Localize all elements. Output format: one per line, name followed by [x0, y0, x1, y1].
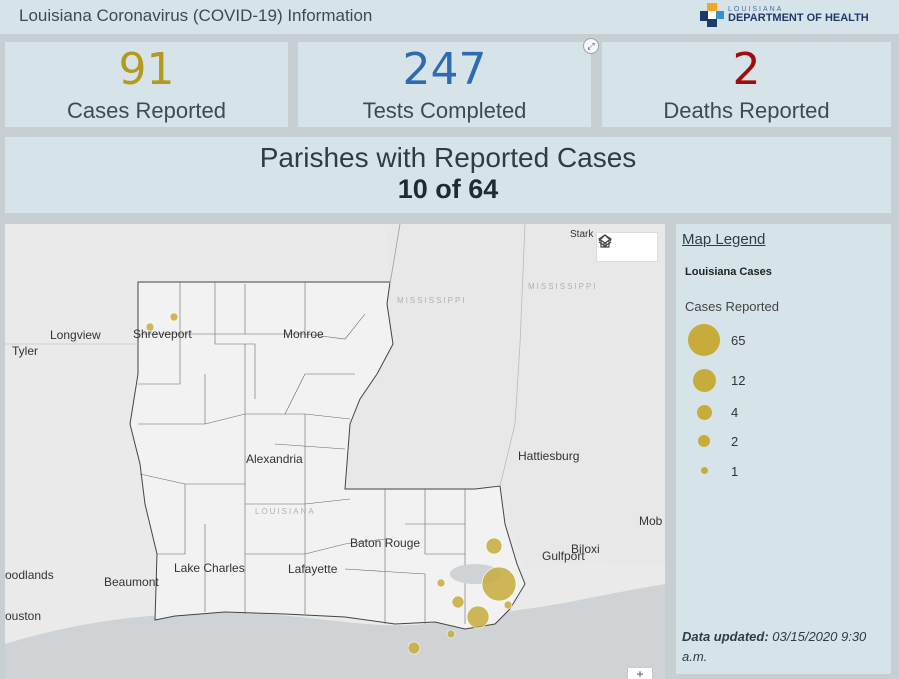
case-bubble-stjames[interactable] — [451, 595, 465, 609]
legend-value-65: 65 — [731, 333, 746, 348]
case-bubble-orleans[interactable] — [481, 566, 517, 602]
label-mississippi-west: MISSISSIPPI — [397, 296, 467, 305]
city-mobile: Mob — [639, 514, 663, 528]
legend-symbol-65 — [688, 324, 720, 356]
deaths-label: Deaths Reported — [663, 98, 830, 123]
legend-symbol-4 — [697, 405, 712, 420]
city-hattiesburg: Hattiesburg — [518, 449, 580, 463]
zoom-in-button[interactable]: + — [627, 667, 653, 679]
case-bubble-ascension[interactable] — [436, 578, 446, 588]
city-monroe: Monroe — [283, 327, 324, 341]
map-legend-panel: Map Legend Louisiana Cases Cases Reporte… — [676, 224, 891, 674]
case-bubble-jefferson[interactable] — [466, 605, 490, 629]
expand-icon[interactable]: ⤢ — [583, 38, 599, 54]
cases-value: 91 — [118, 44, 175, 95]
ldh-logo: LOUISIANA DEPARTMENT OF HEALTH — [699, 1, 869, 29]
city-stark: Stark — [570, 229, 594, 240]
legend-symbol-2 — [698, 435, 710, 447]
label-mississippi-east: MISSISSIPPI — [528, 282, 598, 291]
tests-label: Tests Completed — [362, 98, 527, 123]
page-title: Louisiana Coronavirus (COVID-19) Informa… — [19, 6, 373, 25]
legend-layer-name: Louisiana Cases — [685, 266, 772, 278]
city-beaumont: Beaumont — [104, 575, 159, 589]
case-bubble-caddo[interactable] — [145, 322, 155, 332]
city-baton-rouge: Baton Rouge — [350, 536, 421, 550]
data-updated-value: 03/15/2020 9:30 a.m. — [682, 629, 867, 664]
legend-value-2: 2 — [731, 434, 739, 449]
legend-field-name: Cases Reported — [685, 299, 779, 314]
layers-icon[interactable] — [597, 233, 657, 263]
city-tyler: Tyler — [12, 344, 39, 358]
case-bubble-bossier[interactable] — [169, 312, 179, 322]
city-longview: Longview — [50, 328, 101, 342]
parishes-title: Parishes with Reported Cases — [259, 142, 637, 173]
tests-value: 247 — [402, 44, 487, 95]
deaths-value: 2 — [732, 44, 761, 95]
data-updated-label: Data updated: — [682, 629, 769, 644]
city-alexandria: Alexandria — [246, 452, 303, 466]
map-toolbar — [596, 232, 658, 262]
city-lake-charles: Lake Charles — [174, 561, 245, 575]
legend-value-4: 4 — [731, 405, 739, 420]
logo-state-text: LOUISIANA — [728, 6, 784, 13]
case-bubble-terrebonne[interactable] — [407, 641, 421, 655]
tests-card: 247 Tests Completed — [298, 42, 591, 127]
city-woodlands: oodlands — [5, 568, 54, 582]
case-bubble-tammany[interactable] — [485, 537, 503, 555]
legend-symbol-12 — [693, 369, 716, 392]
map-view[interactable]: MISSISSIPPI MISSISSIPPI LOUISIANA Longvi… — [5, 224, 665, 679]
city-biloxi: Biloxi — [571, 542, 600, 556]
deaths-card: 2 Deaths Reported — [602, 42, 891, 127]
city-houston: ouston — [5, 609, 42, 623]
data-updated-text: Data updated: 03/15/2020 9:30 a.m. — [682, 627, 887, 667]
map-canvas — [5, 224, 665, 679]
legend-title[interactable]: Map Legend — [682, 231, 766, 248]
cases-card: 91 Cases Reported — [5, 42, 288, 127]
parishes-count: 10 of 64 — [397, 174, 499, 204]
ldh-logo-mark-icon — [699, 2, 725, 28]
logo-dept-text: DEPARTMENT OF HEALTH — [728, 12, 869, 24]
legend-value-12: 12 — [731, 373, 746, 388]
case-bubble-plaquemines[interactable] — [503, 600, 513, 610]
cases-label: Cases Reported — [67, 98, 226, 123]
legend-value-1: 1 — [731, 464, 739, 479]
label-louisiana: LOUISIANA — [255, 507, 316, 516]
city-gulfport: Gulfport — [542, 549, 585, 563]
parishes-card: Parishes with Reported Cases 10 of 64 — [5, 137, 891, 213]
city-lafayette: Lafayette — [288, 562, 338, 576]
case-bubble-lafourche[interactable] — [446, 629, 456, 639]
legend-symbol-1 — [701, 467, 708, 474]
city-shreveport: Shreveport — [133, 327, 192, 341]
header-bar: Louisiana Coronavirus (COVID-19) Informa… — [0, 0, 899, 34]
